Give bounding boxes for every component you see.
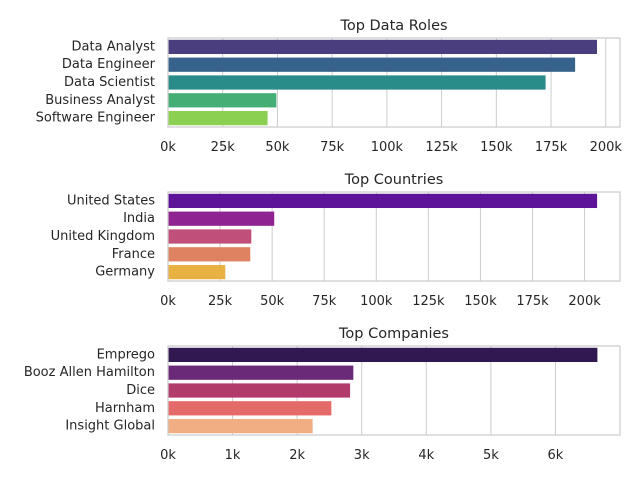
bar — [168, 264, 226, 280]
x-tick-label: 25k — [208, 294, 233, 309]
x-tick-label: 0k — [160, 448, 176, 463]
chart-title: Top Companies — [338, 326, 449, 342]
x-tick-label: 75k — [312, 294, 337, 309]
chart-title: Top Data Roles — [339, 18, 447, 34]
bar — [168, 75, 546, 90]
chart-title: Top Countries — [344, 172, 444, 188]
x-tick-label: 0k — [160, 294, 176, 309]
x-tick-label: 200k — [590, 140, 623, 155]
y-tick-label: Emprego — [97, 347, 155, 362]
chart-panel-3: 0k 1k 2k 3k 4k 5k 6k Emprego Booz Allen Hamilton… — [24, 326, 621, 463]
x-tick-label: 3k — [354, 448, 370, 463]
bar — [168, 347, 598, 363]
chart-panel-2: 0k 25k 50k 75k 100k 125k 150k 175k 200k United St… — [51, 172, 621, 309]
bar — [168, 110, 268, 126]
y-tick-label: Dice — [126, 383, 155, 398]
y-tick-label: Software Engineer — [36, 111, 156, 126]
x-tick-label: 2k — [289, 448, 305, 463]
x-tick-label: 125k — [412, 294, 445, 309]
x-tick-label: 5k — [483, 448, 499, 463]
y-tick-label: Harnham — [95, 401, 155, 416]
y-tick-label: Insight Global — [65, 419, 155, 434]
y-tick-label: Business Analyst — [45, 93, 155, 108]
plot-frame — [167, 345, 621, 436]
bar — [168, 229, 252, 244]
bar — [168, 418, 313, 434]
y-tick-label: Data Engineer — [62, 57, 156, 72]
y-tick-label: Booz Allen Hamilton — [24, 365, 155, 380]
x-tick-label: 175k — [535, 140, 568, 155]
x-tick-label: 150k — [480, 140, 513, 155]
bar — [168, 93, 277, 108]
bar — [168, 39, 598, 55]
x-tick-label: 50k — [260, 294, 285, 309]
bar — [168, 211, 275, 226]
plot-frame — [167, 37, 621, 128]
x-tick-label: 175k — [516, 294, 549, 309]
y-tick-label: Data Scientist — [64, 75, 155, 90]
y-tick-label: United Kingdom — [51, 229, 155, 244]
x-tick-label: 4k — [418, 448, 434, 463]
x-tick-label: 100k — [360, 294, 393, 309]
x-tick-label: 200k — [568, 294, 601, 309]
y-tick-label: India — [123, 211, 155, 226]
x-tick-label: 6k — [548, 448, 564, 463]
bar — [168, 247, 251, 262]
chart-panel-1: 0k 25k 50k 75k 100k 125k 150k 175k 200k Data Anal… — [36, 18, 623, 155]
y-tick-label: France — [112, 247, 155, 262]
x-tick-label: 1k — [225, 448, 241, 463]
plot-frame — [167, 191, 621, 282]
x-tick-label: 50k — [265, 140, 290, 155]
bar — [168, 401, 332, 416]
bar — [168, 57, 576, 72]
y-tick-label: United States — [67, 193, 155, 208]
x-tick-label: 75k — [320, 140, 345, 155]
x-tick-label: 100k — [371, 140, 404, 155]
bar — [168, 193, 598, 209]
x-tick-label: 150k — [464, 294, 497, 309]
x-tick-label: 125k — [425, 140, 458, 155]
y-tick-label: Data Analyst — [72, 39, 155, 54]
y-tick-label: Germany — [95, 265, 155, 280]
bar — [168, 383, 351, 398]
bar — [168, 365, 354, 380]
x-tick-label: 25k — [211, 140, 236, 155]
x-tick-label: 0k — [160, 140, 176, 155]
